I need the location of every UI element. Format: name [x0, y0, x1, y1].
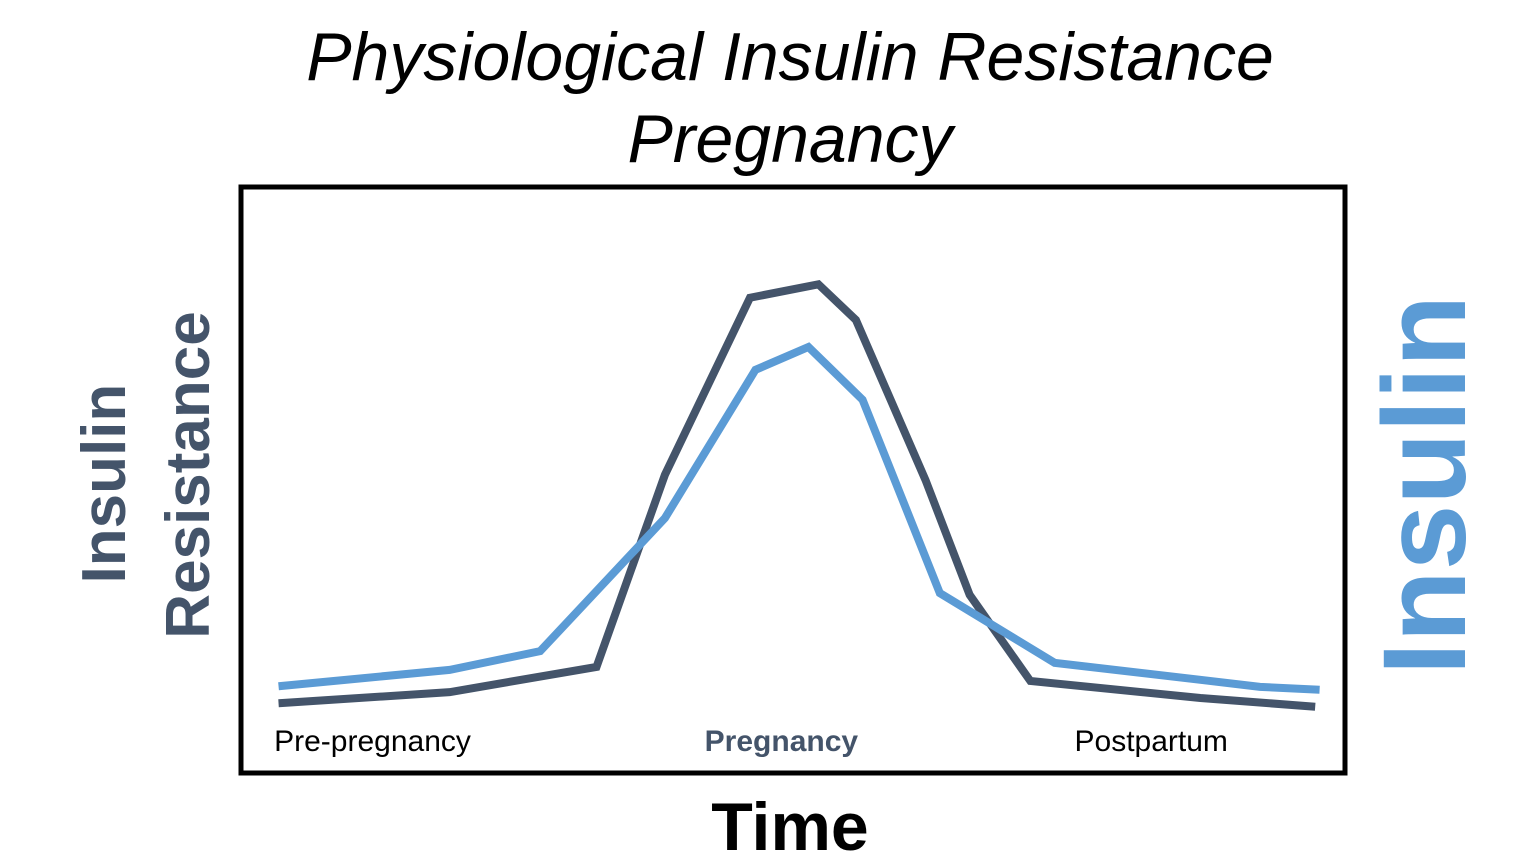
series-line-insulin [278, 342, 1320, 694]
phase-label: Pregnancy [705, 725, 859, 758]
y-axis-label-line1: Insulin [70, 384, 139, 584]
phase-label: Pre-pregnancy [274, 725, 471, 758]
y-axis-label-line2: Resistance [154, 311, 223, 638]
y2-axis-label: Insulin [1359, 295, 1491, 675]
chart-title: Physiological Insulin Resistance [306, 19, 1274, 95]
series-line-insulin-resistance [278, 279, 1316, 711]
plot-frame [238, 184, 1348, 776]
y-axis-label: Insulin Resistance [70, 311, 223, 638]
chart-subtitle: Pregnancy [627, 101, 956, 177]
phase-label: Postpartum [1075, 725, 1228, 758]
x-axis-label: Time [711, 789, 868, 865]
